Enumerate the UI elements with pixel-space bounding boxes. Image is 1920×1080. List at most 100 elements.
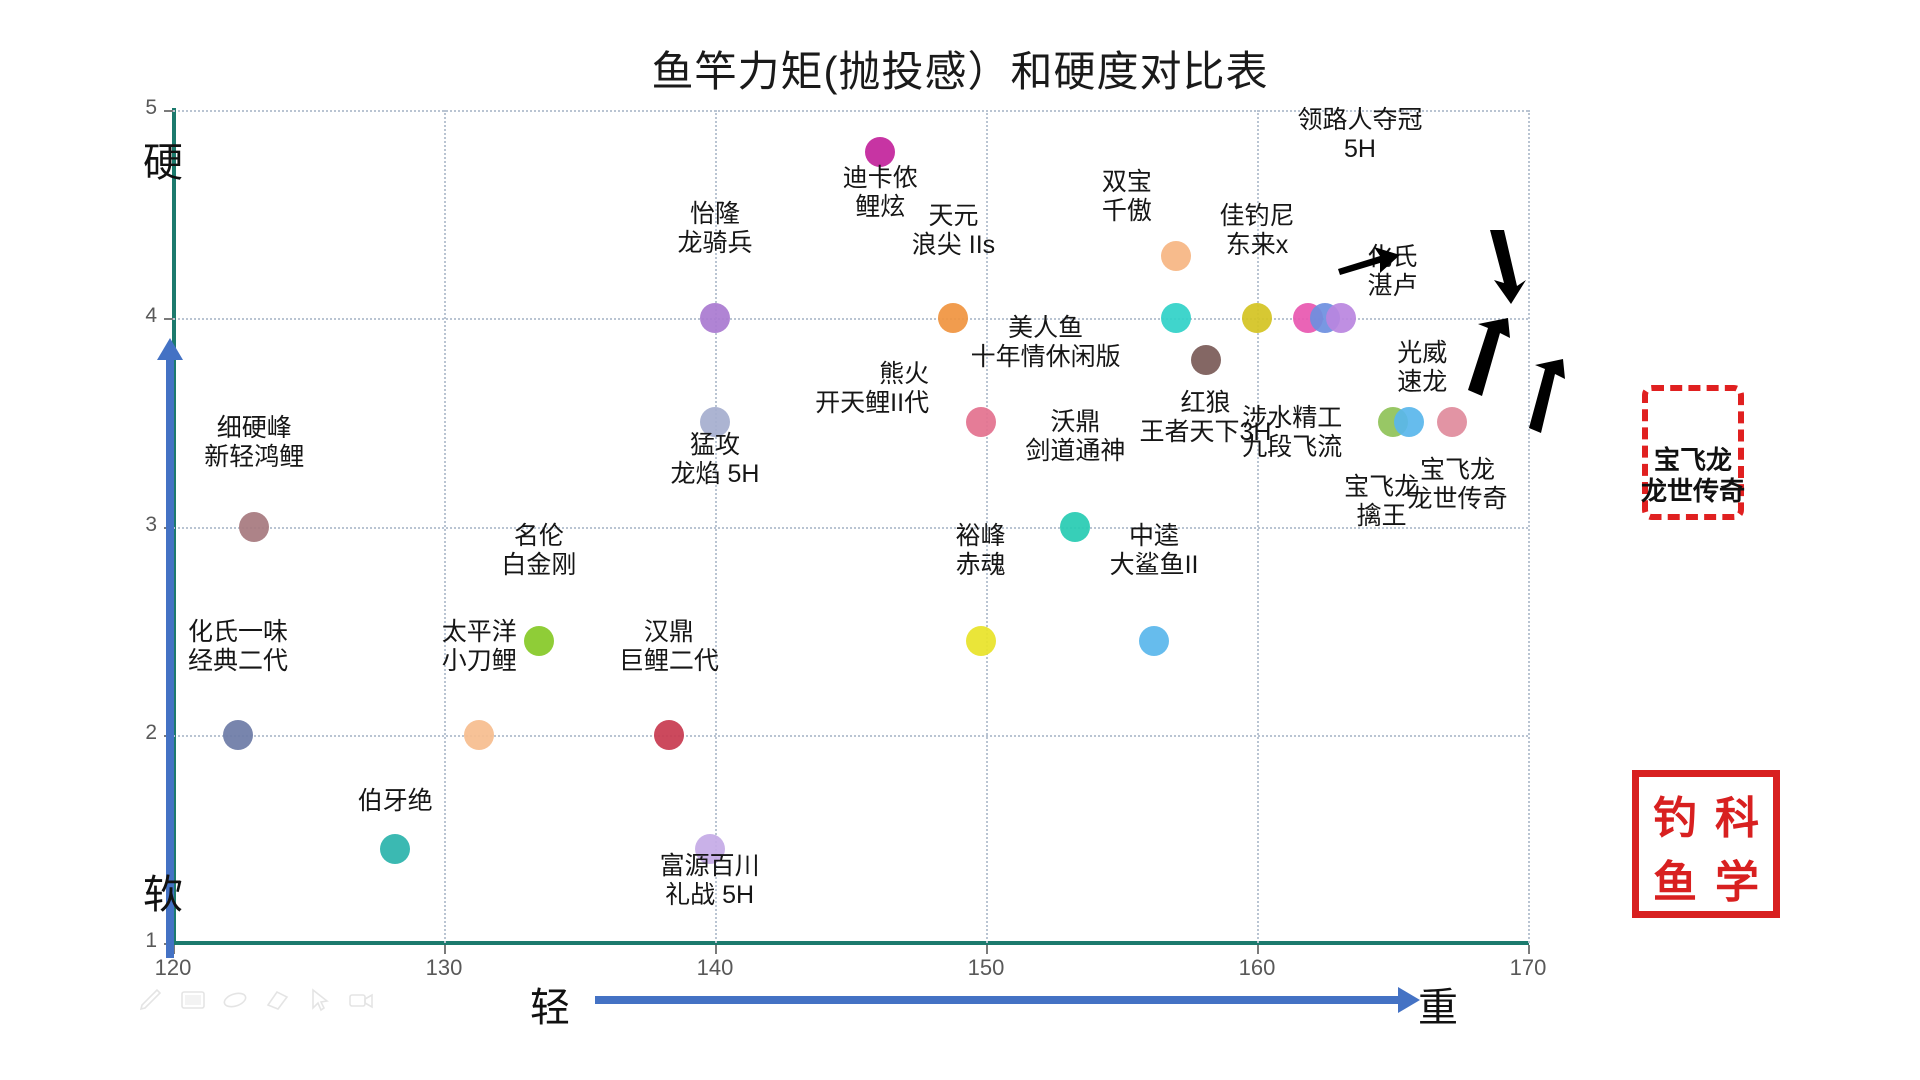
data-point[interactable] (865, 136, 896, 167)
cursor-icon[interactable] (306, 988, 332, 1012)
data-point[interactable] (653, 719, 684, 750)
x-tick-mark (444, 945, 446, 954)
y-tick-mark (164, 318, 173, 321)
data-point[interactable] (380, 834, 411, 865)
hardness-direction-arrow (157, 338, 183, 958)
data-point[interactable] (223, 719, 254, 750)
gridline-vertical (1528, 110, 1530, 943)
axis-label-soft: 软 (143, 873, 183, 917)
data-point[interactable] (1060, 511, 1091, 542)
y-tick-label: 3 (145, 512, 157, 536)
data-point-label: 伯牙绝 (357, 786, 433, 815)
data-point-label: 红狼 王者天下3H (1139, 389, 1272, 447)
data-point-label: 宝飞龙 擒王 (1344, 472, 1420, 530)
data-point-label: 沃鼎 剑道通神 (1025, 407, 1126, 465)
lingluren-arrow-icon (1484, 228, 1528, 306)
data-point[interactable] (1437, 407, 1468, 438)
data-point-label: 猛攻 龙焰 5H (670, 430, 760, 488)
data-point-label: 熊火 开天鲤II代 (815, 360, 930, 418)
x-axis-line (172, 941, 1529, 945)
data-point[interactable] (1190, 344, 1221, 375)
data-point-label: 佳钓尼 东来x (1219, 201, 1295, 259)
baofeilong-qinwang-arrow-icon (1527, 357, 1569, 435)
y-tick-label: 1 (145, 929, 157, 952)
y-tick-label: 5 (145, 96, 157, 119)
y-tick-label: 2 (145, 720, 157, 744)
data-point[interactable] (1160, 303, 1191, 334)
data-point-label: 宝飞龙 龙世传奇 (1407, 455, 1508, 513)
meirenyu-arrow-icon (1336, 243, 1402, 277)
gridline-vertical (715, 110, 717, 943)
weight-direction-arrow (595, 987, 1420, 1013)
camera-icon[interactable] (348, 988, 374, 1012)
x-tick-mark (1528, 945, 1530, 954)
data-point[interactable] (938, 303, 969, 334)
data-point[interactable] (1242, 303, 1272, 334)
highlight-label: 宝飞龙 龙世传奇 (1640, 445, 1746, 507)
x-tick-mark (173, 945, 175, 954)
data-point-label: 美人鱼 十年情休闲版 (970, 314, 1121, 372)
data-point-label: 太平洋 小刀鲤 (441, 618, 517, 676)
data-point[interactable] (1160, 240, 1191, 271)
annotation-toolbar[interactable] (138, 988, 374, 1012)
gridline-horizontal (173, 526, 1528, 529)
data-point[interactable] (239, 511, 270, 542)
x-tick-label: 120 (154, 955, 192, 980)
sheshuijinggong-arrow-icon (1466, 316, 1514, 398)
data-point-label: 双宝 千傲 (1101, 168, 1152, 226)
gridline-vertical (986, 110, 988, 943)
gridline-horizontal (173, 734, 1528, 737)
seal-char-2: 鱼 (1653, 857, 1697, 908)
gridline-horizontal (173, 110, 1528, 112)
ellipse-icon[interactable] (222, 988, 248, 1012)
eraser-icon[interactable] (264, 988, 290, 1012)
y-tick-label: 4 (145, 304, 157, 328)
x-tick-label: 160 (1238, 955, 1276, 980)
x-tick-mark (986, 945, 988, 954)
y-tick-mark (164, 110, 173, 112)
highlight-box (1642, 385, 1744, 520)
data-point-label: 化氏一味 经典二代 (188, 618, 289, 676)
x-tick-label: 170 (1509, 955, 1547, 980)
data-point-label: 汉鼎 巨鲤二代 (618, 618, 719, 676)
axis-label-light: 轻 (530, 986, 570, 1030)
axis-label-heavy: 重 (1418, 986, 1458, 1030)
gridline-horizontal (173, 318, 1528, 321)
data-point-label: 涉水精工 九段飞流 (1242, 403, 1343, 461)
data-point-label: 天元 浪尖 IIs (911, 201, 996, 259)
note-icon[interactable] (180, 988, 206, 1012)
data-point[interactable] (523, 626, 554, 657)
data-point-label: 中逵 大鲨鱼II (1109, 522, 1199, 580)
x-tick-mark (715, 945, 717, 954)
x-tick-label: 140 (696, 955, 734, 980)
gridline-vertical (1257, 110, 1259, 943)
data-point[interactable] (1393, 407, 1424, 438)
data-point[interactable] (464, 719, 495, 750)
data-point[interactable] (965, 407, 996, 438)
page-title: 鱼竿力矩(抛投感）和硬度对比表 (651, 48, 1269, 95)
data-point[interactable] (1326, 303, 1356, 334)
seal-char-1: 科 (1715, 793, 1759, 844)
data-point-label: 裕峰 赤魂 (955, 522, 1006, 580)
data-point-label: 光威 速龙 (1397, 339, 1448, 397)
data-point[interactable] (700, 303, 730, 334)
x-tick-label: 150 (967, 955, 1005, 980)
gridline-vertical (444, 110, 446, 943)
data-point-label: 怡隆 龙骑兵 (677, 199, 753, 257)
seal-char-3: 学 (1715, 857, 1759, 908)
data-point[interactable] (694, 834, 725, 865)
x-tick-label: 130 (425, 955, 463, 980)
data-point[interactable] (965, 626, 996, 657)
pen-icon[interactable] (138, 988, 164, 1012)
data-point-label: 细硬峰 新轻鸿鲤 (204, 414, 305, 472)
data-point-label: 富源百川 礼战 5H (659, 851, 760, 909)
seal-char-0: 钓 (1653, 793, 1697, 844)
data-point-label: 迪卡侬 鲤炫 (842, 164, 918, 222)
data-point-label: 名伦 白金刚 (501, 522, 577, 580)
axis-label-hard: 硬 (143, 141, 183, 185)
data-point-label: 领路人夺冠 5H (1297, 105, 1423, 163)
x-tick-mark (1257, 945, 1259, 954)
data-point[interactable] (700, 407, 730, 438)
data-point[interactable] (1139, 626, 1170, 657)
